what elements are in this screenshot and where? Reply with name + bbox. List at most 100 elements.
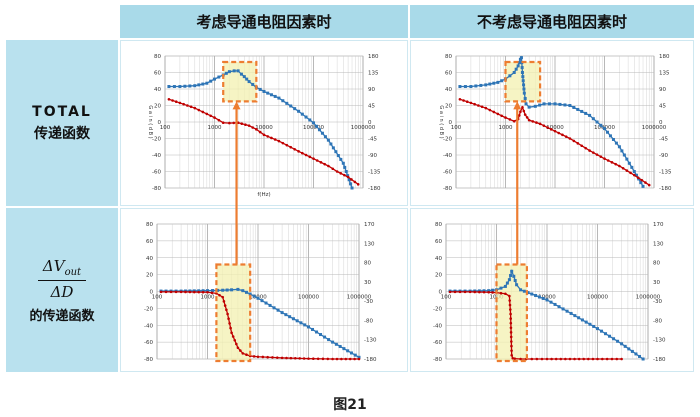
data-point-gain bbox=[295, 319, 299, 323]
y-tick-label: -20 bbox=[443, 137, 452, 143]
data-point-gain bbox=[230, 288, 234, 292]
y-tick-label: -80 bbox=[144, 357, 153, 363]
data-point-gain bbox=[513, 279, 517, 283]
data-point-phase bbox=[540, 357, 544, 361]
data-point-phase bbox=[530, 357, 534, 361]
data-point-phase bbox=[235, 342, 238, 346]
data-point-phase bbox=[298, 357, 301, 360]
data-point-phase bbox=[462, 99, 465, 102]
y-tick-label: -20 bbox=[152, 137, 161, 143]
total-label-line1: TOTAL bbox=[32, 103, 92, 120]
y-axis-label: G a i n ( d B ) bbox=[438, 105, 444, 138]
row-label-dvout: ΔVout ΔD 的传递函数 bbox=[6, 208, 118, 372]
data-point-phase bbox=[568, 137, 572, 140]
data-point-phase bbox=[319, 161, 323, 164]
data-point-gain bbox=[605, 130, 609, 134]
data-point-gain bbox=[558, 102, 562, 106]
data-point-phase bbox=[568, 357, 572, 361]
x-tick-label: 1000000 bbox=[642, 125, 667, 131]
connector-arrows bbox=[232, 101, 522, 265]
data-point-phase bbox=[174, 290, 178, 294]
y-tick-label: -80 bbox=[433, 357, 442, 363]
y-tick-label: -40 bbox=[152, 153, 161, 159]
highlight-border bbox=[222, 60, 258, 103]
data-point-phase bbox=[270, 136, 273, 140]
data-point-phase bbox=[508, 294, 511, 298]
y2-tick-label: 0 bbox=[368, 120, 372, 126]
data-point-phase bbox=[228, 322, 231, 325]
data-point-phase bbox=[301, 151, 304, 155]
data-point-gain bbox=[221, 288, 225, 292]
y-tick-label: 20 bbox=[154, 104, 161, 110]
data-point-gain bbox=[300, 112, 304, 116]
data-point-gain bbox=[512, 71, 516, 74]
data-point-phase bbox=[221, 121, 225, 125]
data-point-gain bbox=[276, 308, 280, 312]
data-point-phase bbox=[343, 173, 346, 177]
data-point-gain bbox=[224, 71, 228, 75]
data-point-phase bbox=[553, 129, 557, 133]
data-point-gain bbox=[285, 101, 289, 105]
data-point-phase bbox=[302, 357, 306, 360]
data-point-phase bbox=[491, 291, 494, 294]
data-point-phase bbox=[509, 317, 513, 320]
y2-tick-label: 135 bbox=[659, 71, 670, 77]
data-point-phase bbox=[192, 290, 196, 294]
data-point-phase bbox=[465, 100, 469, 104]
data-point-gain bbox=[346, 174, 350, 178]
data-point-gain bbox=[225, 288, 229, 292]
data-point-gain bbox=[627, 161, 631, 165]
data-point-gain bbox=[262, 89, 266, 93]
data-point-phase bbox=[504, 116, 507, 119]
data-point-gain bbox=[507, 278, 511, 282]
y-axis-label: G a i n ( d B ) bbox=[147, 105, 153, 138]
data-point-phase bbox=[577, 357, 581, 361]
data-point-phase bbox=[353, 180, 357, 184]
data-point-phase bbox=[636, 176, 640, 179]
chart-top-right: 80 60 40 20 0 -20 -40 -60 -80 180 135 90 45 0 -45 -90 -1… bbox=[438, 54, 672, 192]
data-point-gain bbox=[201, 82, 205, 86]
y-tick-label: -80 bbox=[443, 186, 452, 192]
data-point-gain bbox=[329, 142, 333, 146]
data-point-phase bbox=[326, 357, 330, 361]
data-point-phase bbox=[484, 106, 488, 110]
chart-bottom-left: 80 60 40 20 0 -20 -40 -60 -80 170 130 80 30 -30 -80 -13… bbox=[144, 222, 377, 363]
data-point-gain bbox=[315, 330, 319, 334]
data-point-gain bbox=[520, 71, 524, 74]
data-point-phase bbox=[239, 349, 242, 352]
data-point-gain bbox=[630, 349, 634, 353]
y2-tick-label: 130 bbox=[653, 241, 664, 247]
data-point-gain bbox=[347, 178, 351, 182]
data-point-gain bbox=[533, 104, 537, 108]
data-point-gain bbox=[553, 302, 557, 306]
x-axis-label: f(Hz) bbox=[257, 192, 270, 198]
data-point-phase bbox=[468, 290, 472, 294]
data-point-gain bbox=[526, 291, 530, 295]
y2-tick-label: -45 bbox=[368, 137, 377, 143]
data-point-gain bbox=[209, 79, 213, 83]
data-point-gain bbox=[281, 99, 285, 103]
y-tick-label: -40 bbox=[144, 323, 153, 329]
y-tick-label: -20 bbox=[144, 306, 153, 312]
data-point-phase bbox=[478, 290, 481, 294]
data-point-phase bbox=[222, 300, 226, 303]
numerator-main: ΔV bbox=[42, 256, 65, 275]
y-tick-label: 0 bbox=[158, 120, 162, 126]
data-point-phase bbox=[509, 331, 513, 334]
data-point-phase bbox=[164, 290, 168, 294]
y2-tick-label: 80 bbox=[364, 261, 371, 267]
data-point-gain bbox=[326, 138, 330, 142]
data-point-phase bbox=[458, 97, 462, 101]
data-point-gain bbox=[277, 96, 281, 100]
data-point-phase bbox=[621, 166, 625, 170]
data-point-gain bbox=[242, 75, 246, 79]
data-point-gain bbox=[304, 115, 308, 119]
data-point-phase bbox=[228, 121, 231, 125]
data-point-gain bbox=[307, 325, 310, 329]
y-tick-label: -60 bbox=[152, 170, 161, 176]
data-point-phase bbox=[230, 331, 233, 335]
data-point-phase bbox=[580, 144, 584, 148]
data-point-phase bbox=[523, 113, 527, 116]
y2-tick-label: -130 bbox=[653, 338, 666, 344]
y2-tick-label: 180 bbox=[659, 54, 670, 60]
